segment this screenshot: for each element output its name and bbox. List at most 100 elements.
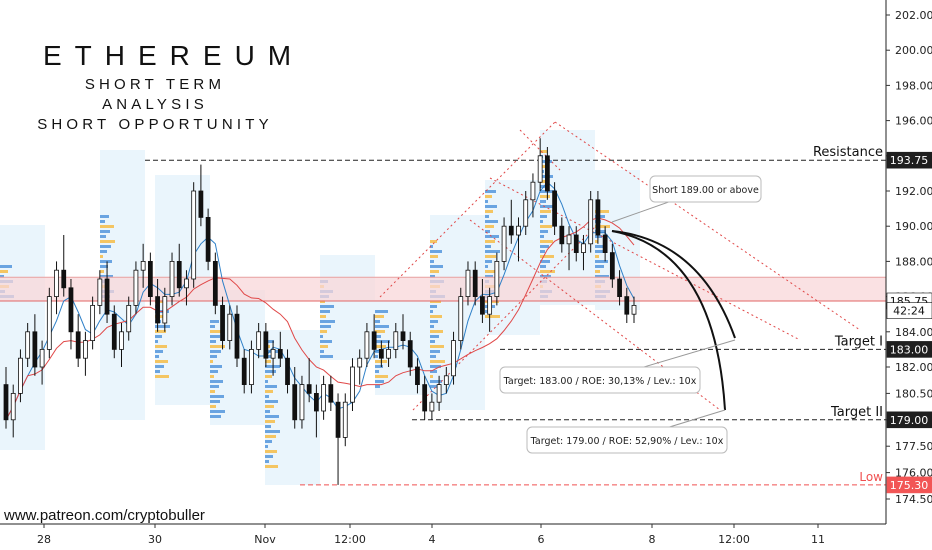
- profile-bar: [430, 380, 442, 383]
- chart-title: ETHEREUM: [43, 40, 305, 71]
- profile-bar: [375, 355, 378, 358]
- profile-bar: [210, 380, 223, 383]
- profile-bar: [375, 335, 381, 338]
- profile-bar: [375, 320, 380, 323]
- candle-body: [54, 269, 59, 298]
- profile-bar: [540, 215, 547, 218]
- candle-body: [83, 340, 88, 359]
- profile-bar: [430, 360, 445, 363]
- candle-body: [335, 401, 341, 438]
- profile-bar: [485, 205, 497, 208]
- candle-body: [18, 357, 23, 394]
- profile-bar: [375, 310, 388, 313]
- y-tick-label: 176.00: [895, 467, 932, 480]
- y-tick-label: 190.00: [895, 220, 932, 233]
- callout-text: Short 189.00 or above: [652, 185, 759, 196]
- profile-bar: [430, 305, 437, 308]
- profile-bar: [485, 270, 497, 273]
- profile-bar: [595, 230, 606, 233]
- profile-bar: [375, 340, 390, 343]
- profile-bar: [540, 225, 552, 228]
- candle-body: [191, 190, 197, 280]
- level-label: Low: [859, 470, 883, 484]
- candle-body: [3, 384, 9, 421]
- profile-bar: [210, 395, 224, 398]
- candle-body: [25, 331, 31, 359]
- profile-bar: [210, 405, 216, 408]
- candle-body: [588, 199, 594, 245]
- candle-body: [184, 278, 189, 289]
- candle-body: [465, 269, 471, 298]
- profile-bar: [210, 360, 213, 363]
- candle-body: [595, 199, 601, 236]
- annotations: Short 189.00 or above Target: 183.00 / RO…: [499, 175, 762, 454]
- profile-bar: [540, 230, 548, 233]
- profile-bar: [265, 420, 275, 423]
- x-tick-label: 11: [811, 533, 825, 546]
- level-label: Target II: [830, 405, 883, 420]
- candle-body: [443, 375, 449, 385]
- profile-bar: [595, 260, 608, 263]
- candle-body: [119, 331, 124, 350]
- profile-bar: [155, 350, 163, 353]
- profile-bar: [540, 220, 543, 223]
- profile-bar: [265, 430, 280, 433]
- profile-bar: [265, 440, 272, 443]
- candle-body: [573, 234, 579, 254]
- profile-bar: [540, 165, 548, 168]
- profile-bar: [0, 275, 4, 278]
- profile-bar: [540, 260, 550, 263]
- profile-bar: [595, 235, 602, 238]
- candle-body: [147, 260, 153, 297]
- profile-bar: [540, 265, 546, 268]
- profile-bar: [100, 230, 110, 233]
- candle-body: [357, 357, 363, 368]
- candle-body: [205, 216, 211, 262]
- candle-body: [285, 357, 290, 386]
- candle-body: [314, 392, 319, 412]
- projection-target-2: [611, 230, 726, 411]
- candle-body: [422, 384, 428, 412]
- profile-bar: [320, 305, 334, 308]
- profile-bar: [210, 400, 220, 403]
- candle-body: [46, 296, 52, 350]
- ma-fast: [5, 181, 635, 421]
- candle-body: [140, 260, 146, 271]
- profile-bar: [375, 330, 385, 333]
- profile-bar: [430, 265, 443, 268]
- profile-bar: [100, 265, 108, 268]
- profile-bar: [540, 270, 555, 273]
- profile-bar: [375, 350, 382, 353]
- profile-bar: [155, 325, 170, 328]
- candle-body: [342, 401, 348, 438]
- supply-zone: [0, 276, 886, 302]
- profile-bar: [375, 370, 379, 373]
- profile-bar: [100, 255, 103, 258]
- channel-line: [489, 177, 801, 341]
- candle-body: [61, 269, 67, 289]
- candle-body: [10, 392, 16, 421]
- level-label: Target I: [834, 334, 883, 349]
- candle-body: [220, 304, 225, 341]
- profile-bar: [485, 255, 496, 258]
- candle-body: [256, 331, 262, 350]
- price-tag-label: 42:24: [893, 305, 925, 318]
- candle-body: [494, 260, 500, 297]
- profile-bar: [540, 205, 555, 208]
- callout-box: [499, 366, 701, 394]
- candle-body: [104, 278, 110, 315]
- profile-bar: [375, 375, 388, 378]
- y-tick-label: 188.00: [895, 255, 932, 268]
- profile-bar: [430, 255, 438, 258]
- candle-body: [306, 384, 312, 394]
- profile-bar: [320, 325, 331, 328]
- channel-line: [379, 121, 556, 298]
- profile-bar: [430, 385, 438, 388]
- profile-bar: [320, 320, 335, 323]
- profile-bar: [265, 395, 269, 398]
- callout-box: [649, 175, 762, 203]
- x-tick-label: 4: [429, 533, 436, 546]
- candle-body: [480, 296, 485, 315]
- projection-curves: [611, 230, 736, 411]
